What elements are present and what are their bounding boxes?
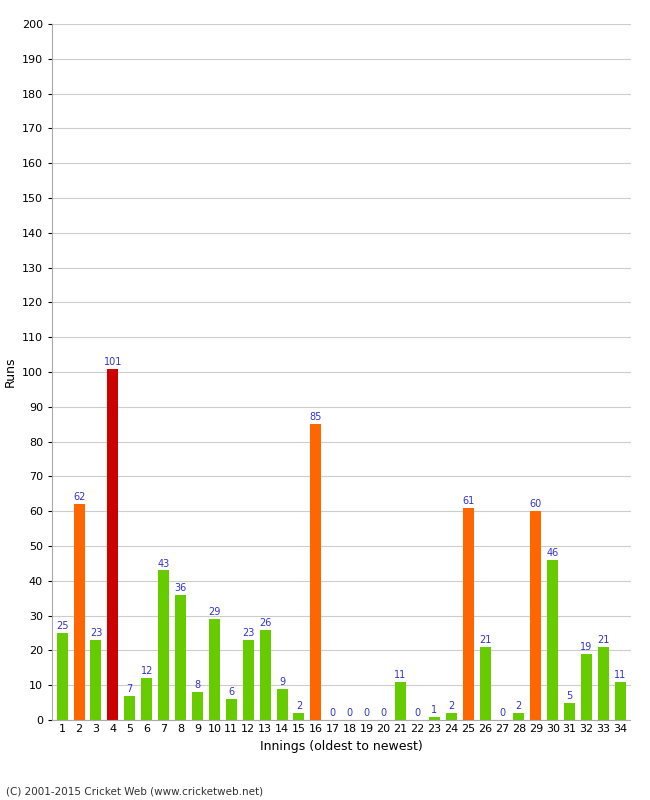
Text: 11: 11 <box>395 670 407 680</box>
Text: 2: 2 <box>515 702 522 711</box>
X-axis label: Innings (oldest to newest): Innings (oldest to newest) <box>260 740 422 753</box>
Bar <box>276 689 287 720</box>
Text: 6: 6 <box>228 687 235 698</box>
Text: 7: 7 <box>127 684 133 694</box>
Text: 29: 29 <box>208 607 220 618</box>
Text: 9: 9 <box>279 677 285 687</box>
Text: 61: 61 <box>462 496 474 506</box>
Text: 12: 12 <box>140 666 153 677</box>
Bar <box>581 654 592 720</box>
Bar <box>209 619 220 720</box>
Text: 36: 36 <box>174 583 187 593</box>
Text: 0: 0 <box>346 708 353 718</box>
Bar <box>514 713 525 720</box>
Bar <box>446 713 457 720</box>
Text: 62: 62 <box>73 493 85 502</box>
Bar <box>598 647 609 720</box>
Text: 21: 21 <box>479 635 491 645</box>
Bar <box>564 702 575 720</box>
Text: 11: 11 <box>614 670 627 680</box>
Text: 2: 2 <box>448 702 454 711</box>
Bar <box>395 682 406 720</box>
Bar <box>311 424 321 720</box>
Bar <box>615 682 626 720</box>
Text: 0: 0 <box>363 708 370 718</box>
Bar <box>429 717 440 720</box>
Text: 26: 26 <box>259 618 271 628</box>
Text: 25: 25 <box>56 622 68 631</box>
Text: 2: 2 <box>296 702 302 711</box>
Text: 60: 60 <box>530 499 542 510</box>
Text: 5: 5 <box>567 691 573 701</box>
Bar <box>158 570 169 720</box>
Bar <box>480 647 491 720</box>
Text: 0: 0 <box>414 708 421 718</box>
Bar <box>547 560 558 720</box>
Text: 19: 19 <box>580 642 593 652</box>
Bar <box>530 511 541 720</box>
Text: 1: 1 <box>431 705 437 714</box>
Text: 43: 43 <box>157 558 170 569</box>
Bar <box>293 713 304 720</box>
Bar <box>57 633 68 720</box>
Bar <box>90 640 101 720</box>
Bar <box>175 594 186 720</box>
Bar <box>242 640 254 720</box>
Text: (C) 2001-2015 Cricket Web (www.cricketweb.net): (C) 2001-2015 Cricket Web (www.cricketwe… <box>6 786 264 796</box>
Text: 0: 0 <box>499 708 505 718</box>
Bar <box>226 699 237 720</box>
Text: 85: 85 <box>309 413 322 422</box>
Bar <box>73 504 84 720</box>
Text: 21: 21 <box>597 635 610 645</box>
Bar <box>124 696 135 720</box>
Bar <box>141 678 152 720</box>
Text: 23: 23 <box>242 628 254 638</box>
Bar <box>259 630 270 720</box>
Bar <box>107 369 118 720</box>
Text: 0: 0 <box>380 708 387 718</box>
Text: 23: 23 <box>90 628 102 638</box>
Text: 0: 0 <box>330 708 336 718</box>
Text: 101: 101 <box>104 357 122 366</box>
Text: 8: 8 <box>194 681 201 690</box>
Bar <box>463 508 474 720</box>
Y-axis label: Runs: Runs <box>3 357 16 387</box>
Bar <box>192 692 203 720</box>
Text: 46: 46 <box>547 548 559 558</box>
